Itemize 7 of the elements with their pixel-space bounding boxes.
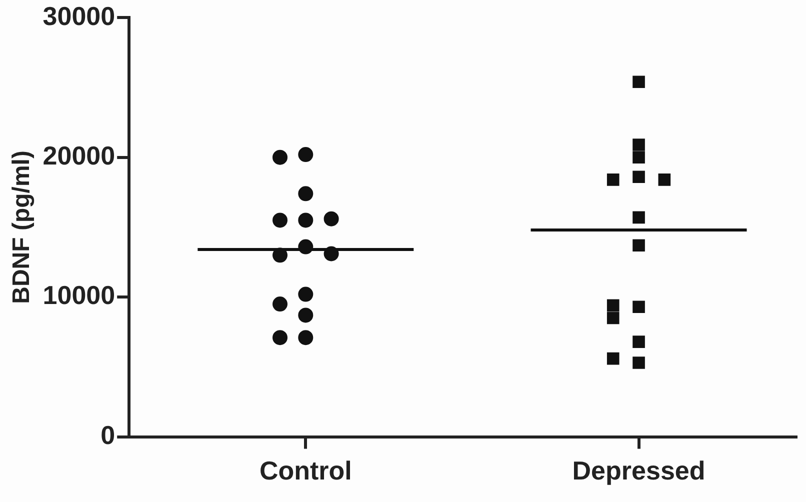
y-tick-label: 30000 bbox=[42, 0, 116, 31]
x-tick-label: Depressed bbox=[572, 456, 706, 486]
y-tick-label: 0 bbox=[100, 420, 116, 450]
y-tick-label: 20000 bbox=[42, 140, 116, 171]
y-tick-label: 10000 bbox=[42, 280, 116, 310]
x-tick-label: Control bbox=[259, 456, 352, 486]
y-axis-title: BDNF (pg/ml) bbox=[8, 150, 36, 304]
